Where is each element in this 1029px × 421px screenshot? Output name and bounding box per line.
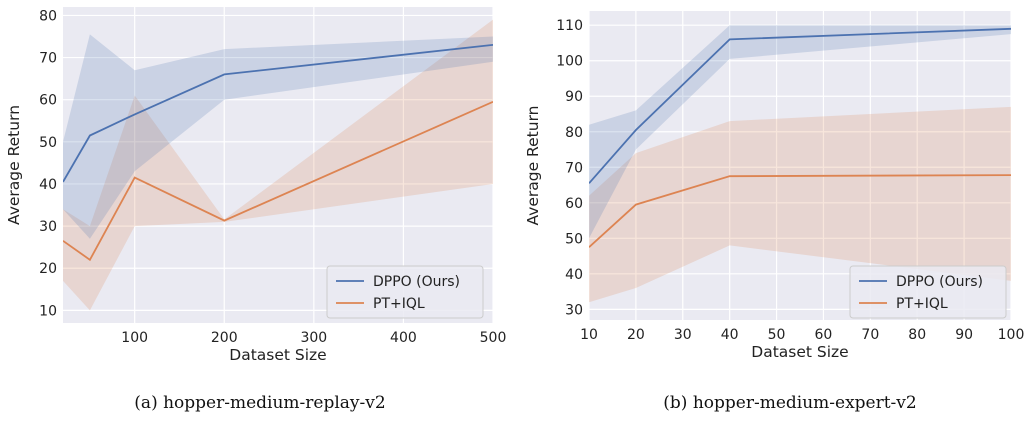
y-tick-label: 80 — [39, 8, 57, 24]
x-tick-label: 500 — [480, 330, 507, 346]
y-tick-label: 90 — [565, 89, 583, 105]
x-tick-label: 400 — [390, 330, 417, 346]
x-tick-label: 200 — [211, 330, 238, 346]
legend-box — [849, 265, 1007, 319]
legend: DPPO (Ours) PT+IQL — [849, 265, 1007, 319]
x-tick-label: 70 — [861, 327, 879, 343]
x-tick-label: 100 — [121, 330, 148, 346]
y-tick-label: 70 — [565, 160, 583, 176]
legend-box — [326, 265, 484, 319]
y-tick-label: 30 — [39, 219, 57, 235]
x-tick-label: 80 — [908, 327, 926, 343]
y-tick-label: 20 — [39, 261, 57, 277]
legend-entry: DPPO (Ours) — [896, 274, 983, 290]
y-tick-label: 50 — [565, 231, 583, 247]
series-line-0 — [63, 44, 493, 183]
x-tick-label: 40 — [721, 327, 739, 343]
series-line-0 — [589, 27, 1011, 184]
chart-panel-0: 10 20 30 40 50 60 70 80 100 200 300 400 500 Dataset S… — [5, 7, 506, 413]
x-tick-label: 90 — [955, 327, 973, 343]
x-tick-label: 300 — [300, 330, 327, 346]
legend-entry: DPPO (Ours) — [373, 274, 460, 290]
x-tick-label: 50 — [768, 327, 786, 343]
x-tick-label: 30 — [674, 327, 692, 343]
y-tick-label: 40 — [39, 177, 57, 193]
legend-entry: PT+IQL — [373, 296, 425, 312]
y-tick-label: 50 — [39, 135, 57, 151]
confidence-band-1 — [589, 106, 1011, 303]
chart-panel-1: 30 40 50 60 70 80 90 100 110 10 20 30 40 50 60 70 80 90 10… — [524, 11, 1024, 413]
y-tick-label: 60 — [39, 93, 57, 109]
confidence-band-1 — [63, 19, 493, 311]
y-tick-label: 60 — [565, 196, 583, 212]
subfigure-caption: (b) hopper-medium-expert-v2 — [663, 393, 916, 413]
x-tick-label: 60 — [815, 327, 833, 343]
x-tick-label: 100 — [998, 327, 1025, 343]
x-tick-label: 10 — [580, 327, 598, 343]
series-line-1 — [63, 100, 493, 262]
y-tick-label: 80 — [565, 125, 583, 141]
plot-content — [63, 19, 493, 311]
y-axis-label: Average Return — [524, 105, 542, 225]
y-tick-label: 10 — [39, 303, 57, 319]
x-axis-label: Dataset Size — [229, 346, 326, 364]
x-axis-label: Dataset Size — [751, 343, 848, 361]
legend-entry: PT+IQL — [896, 296, 948, 312]
plot-content — [589, 25, 1011, 303]
y-tick-label: 40 — [565, 267, 583, 283]
series-line-1 — [589, 174, 1011, 248]
x-tick-label: 20 — [627, 327, 645, 343]
y-tick-label: 70 — [39, 51, 57, 67]
legend: DPPO (Ours) PT+IQL — [326, 265, 484, 319]
y-tick-label: 110 — [556, 18, 583, 34]
y-tick-label: 100 — [556, 54, 583, 70]
y-axis-label: Average Return — [5, 105, 23, 225]
confidence-band-0 — [589, 25, 1011, 239]
y-tick-label: 30 — [565, 302, 583, 318]
subfigure-caption: (a) hopper-medium-replay-v2 — [134, 393, 385, 413]
confidence-band-0 — [63, 34, 493, 239]
